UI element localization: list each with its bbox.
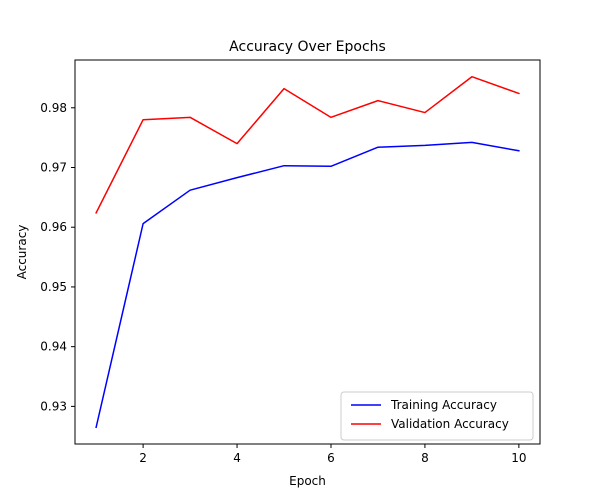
plot-area-frame <box>74 59 541 445</box>
legend-box <box>340 391 534 441</box>
legend: Training Accuracy Validation Accuracy <box>340 391 534 441</box>
x-tick-label: 6 <box>327 451 335 465</box>
x-tick-label: 10 <box>511 451 526 465</box>
y-tick-label: 0.94 <box>40 340 67 354</box>
chart-title: Accuracy Over Epochs <box>229 39 386 55</box>
legend-label-training-accuracy: Training Accuracy <box>390 398 497 412</box>
series-line-training-accuracy <box>95 141 520 429</box>
y-tick-label: 0.96 <box>40 220 67 234</box>
x-tick-label: 2 <box>139 451 147 465</box>
y-tick-label: 0.98 <box>40 101 67 115</box>
x-axis-ticks: 2 4 6 8 10 <box>139 444 527 465</box>
series-lines <box>95 75 520 429</box>
y-axis-ticks: 0.93 0.94 0.95 0.96 0.97 0.98 <box>40 101 75 413</box>
series-line-validation-accuracy <box>95 75 520 214</box>
x-tick-label: 4 <box>233 451 241 465</box>
y-tick-label: 0.97 <box>40 160 67 174</box>
x-tick-label: 8 <box>421 451 429 465</box>
y-axis-label: Accuracy <box>15 225 29 280</box>
legend-label-validation-accuracy: Validation Accuracy <box>391 417 509 431</box>
x-axis-label: Epoch <box>289 474 326 488</box>
y-tick-label: 0.93 <box>40 399 67 413</box>
y-tick-label: 0.95 <box>40 280 67 294</box>
